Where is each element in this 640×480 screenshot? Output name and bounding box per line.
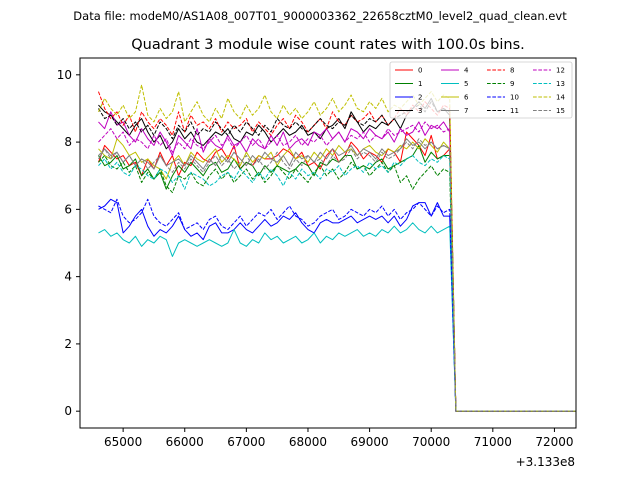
x-tick-label: 67000 xyxy=(227,435,265,449)
y-tick-label: 6 xyxy=(64,202,72,216)
y-tick-label: 8 xyxy=(64,135,72,149)
legend-label-0: 0 xyxy=(418,67,422,75)
series-line-1 xyxy=(98,144,576,412)
x-tick-label: 68000 xyxy=(289,435,327,449)
x-tick-label: 69000 xyxy=(350,435,388,449)
series-line-15 xyxy=(98,138,576,412)
x-tick-label: 70000 xyxy=(412,435,450,449)
series-line-6 xyxy=(98,138,576,412)
legend-label-3: 3 xyxy=(418,107,422,115)
legend-box xyxy=(389,61,573,119)
legend-label-9: 9 xyxy=(510,80,514,88)
x-tick-label: 72000 xyxy=(535,435,573,449)
legend-label-10: 10 xyxy=(510,94,519,102)
legend-label-11: 11 xyxy=(510,107,519,115)
y-tick-label: 4 xyxy=(64,270,72,284)
x-tick-label: 65000 xyxy=(104,435,142,449)
legend-label-14: 14 xyxy=(556,94,565,102)
series-line-2 xyxy=(98,198,576,412)
legend-label-13: 13 xyxy=(556,80,565,88)
legend-label-1: 1 xyxy=(418,80,422,88)
legend-label-5: 5 xyxy=(464,80,468,88)
series-line-4 xyxy=(98,111,576,412)
series-line-5 xyxy=(98,222,576,412)
figure-suptitle: Data file: modeM0/AS1A08_007T01_90000033… xyxy=(73,9,567,23)
x-tick-label: 66000 xyxy=(166,435,204,449)
series-line-13 xyxy=(98,155,576,412)
plot-frame xyxy=(79,57,577,429)
x-tick-label: 71000 xyxy=(474,435,512,449)
x-axis: 65000 66000 67000 68000 69000 70000 71000 72000 xyxy=(104,428,574,449)
legend-label-2: 2 xyxy=(418,94,422,102)
y-axis: 0 2 4 6 8 10 xyxy=(57,68,80,418)
legend-label-15: 15 xyxy=(556,107,565,115)
legend-label-6: 6 xyxy=(464,94,469,102)
series-line-9 xyxy=(98,155,576,412)
series-line-7 xyxy=(98,138,576,412)
y-tick-label: 10 xyxy=(57,68,72,82)
x-axis-offset-label: +3.133e8 xyxy=(516,455,575,469)
legend-label-8: 8 xyxy=(510,67,514,75)
chart-title: Quadrant 3 module wise count rates with … xyxy=(131,37,525,53)
y-tick-label: 0 xyxy=(64,404,72,418)
legend-label-7: 7 xyxy=(464,107,468,115)
legend-label-12: 12 xyxy=(556,67,565,75)
y-tick-label: 2 xyxy=(64,337,72,351)
legend-label-4: 4 xyxy=(464,67,469,75)
